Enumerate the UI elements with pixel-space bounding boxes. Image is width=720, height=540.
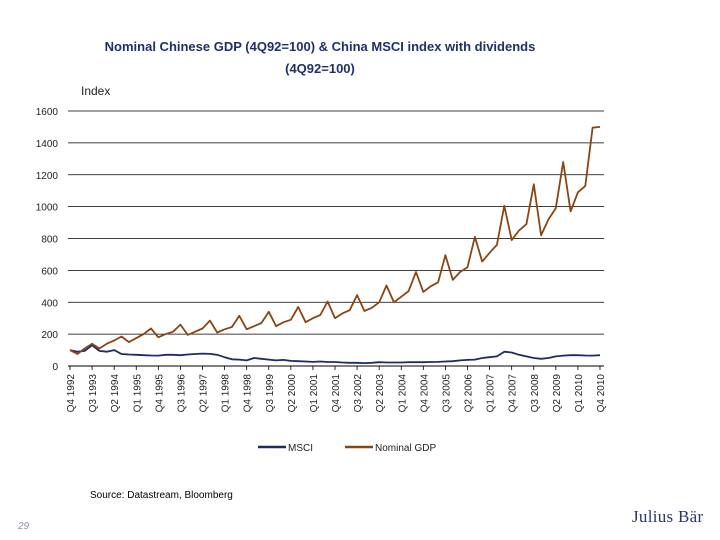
y-tick-label: 1600 (36, 107, 59, 118)
y-axis-label: Index (81, 84, 111, 98)
y-tick-label: 0 (52, 362, 58, 373)
julius-baer-logo: Julius Bär (632, 507, 704, 526)
x-tick-label: Q1 1995 (132, 374, 143, 413)
x-tick-label: Q3 1996 (176, 374, 187, 413)
x-tick-label: Q4 1995 (154, 374, 165, 413)
x-tick-label: Q1 2001 (309, 374, 320, 413)
page-number: 29 (18, 521, 30, 532)
y-tick-label: 1400 (36, 139, 59, 150)
x-tick-label: Q2 2000 (287, 374, 298, 413)
x-tick-labels: Q4 1992 Q3 1993 Q2 1994 Q1 1995 Q4 1995 Q3 19… (66, 374, 607, 413)
legend-label: MSCI (288, 443, 313, 454)
grid-lines (68, 110, 604, 370)
y-tick-label: 600 (41, 266, 58, 277)
x-tick-label: Q3 2005 (441, 374, 452, 413)
x-tick-label: Q3 1999 (265, 374, 276, 413)
x-tick-label: Q3 2002 (353, 374, 364, 413)
x-tick-label: Q4 2001 (331, 374, 342, 413)
y-tick-label: 400 (41, 298, 58, 309)
source-note: Source: Datastream, Bloomberg (90, 490, 233, 501)
x-tick-label: Q4 2004 (419, 374, 430, 413)
x-tick-label: Q2 2009 (552, 374, 563, 413)
chart-subtitle: (4Q92=100) (285, 61, 355, 76)
x-tick-label: Q2 1994 (110, 374, 121, 413)
legend-label: Nominal GDP (375, 443, 436, 454)
x-tick-label: Q4 1998 (243, 374, 254, 413)
x-tick-label: Q3 1993 (88, 374, 99, 413)
series-lines (69, 126, 601, 365)
x-tick-label: Q2 1997 (199, 374, 210, 413)
y-tick-labels: 0 200 400 600 800 1000 1200 1400 1600 (36, 107, 59, 373)
series-line-nominal-gdp (69, 126, 601, 355)
series-line-msci (69, 344, 601, 365)
x-tick-label: Q1 2004 (397, 374, 408, 413)
x-tick-label: Q3 2008 (530, 374, 541, 413)
y-tick-label: 1000 (36, 203, 59, 214)
x-tick-label: Q2 2006 (464, 374, 475, 413)
x-tick-label: Q4 2010 (596, 374, 607, 413)
y-tick-label: 200 (41, 330, 58, 341)
chart-title: Nominal Chinese GDP (4Q92=100) & China M… (104, 39, 536, 54)
x-tick-label: Q1 2010 (574, 374, 585, 413)
x-tick-label: Q1 2007 (486, 374, 497, 413)
x-tick-label: Q2 2003 (375, 374, 386, 413)
legend: MSCI Nominal GDP (258, 443, 436, 454)
x-tick-label: Q4 1992 (66, 374, 77, 413)
x-tick-label: Q1 1998 (221, 374, 232, 413)
x-tick-label: Q4 2007 (508, 374, 519, 413)
y-tick-label: 800 (41, 235, 58, 246)
y-tick-label: 1200 (36, 171, 59, 182)
